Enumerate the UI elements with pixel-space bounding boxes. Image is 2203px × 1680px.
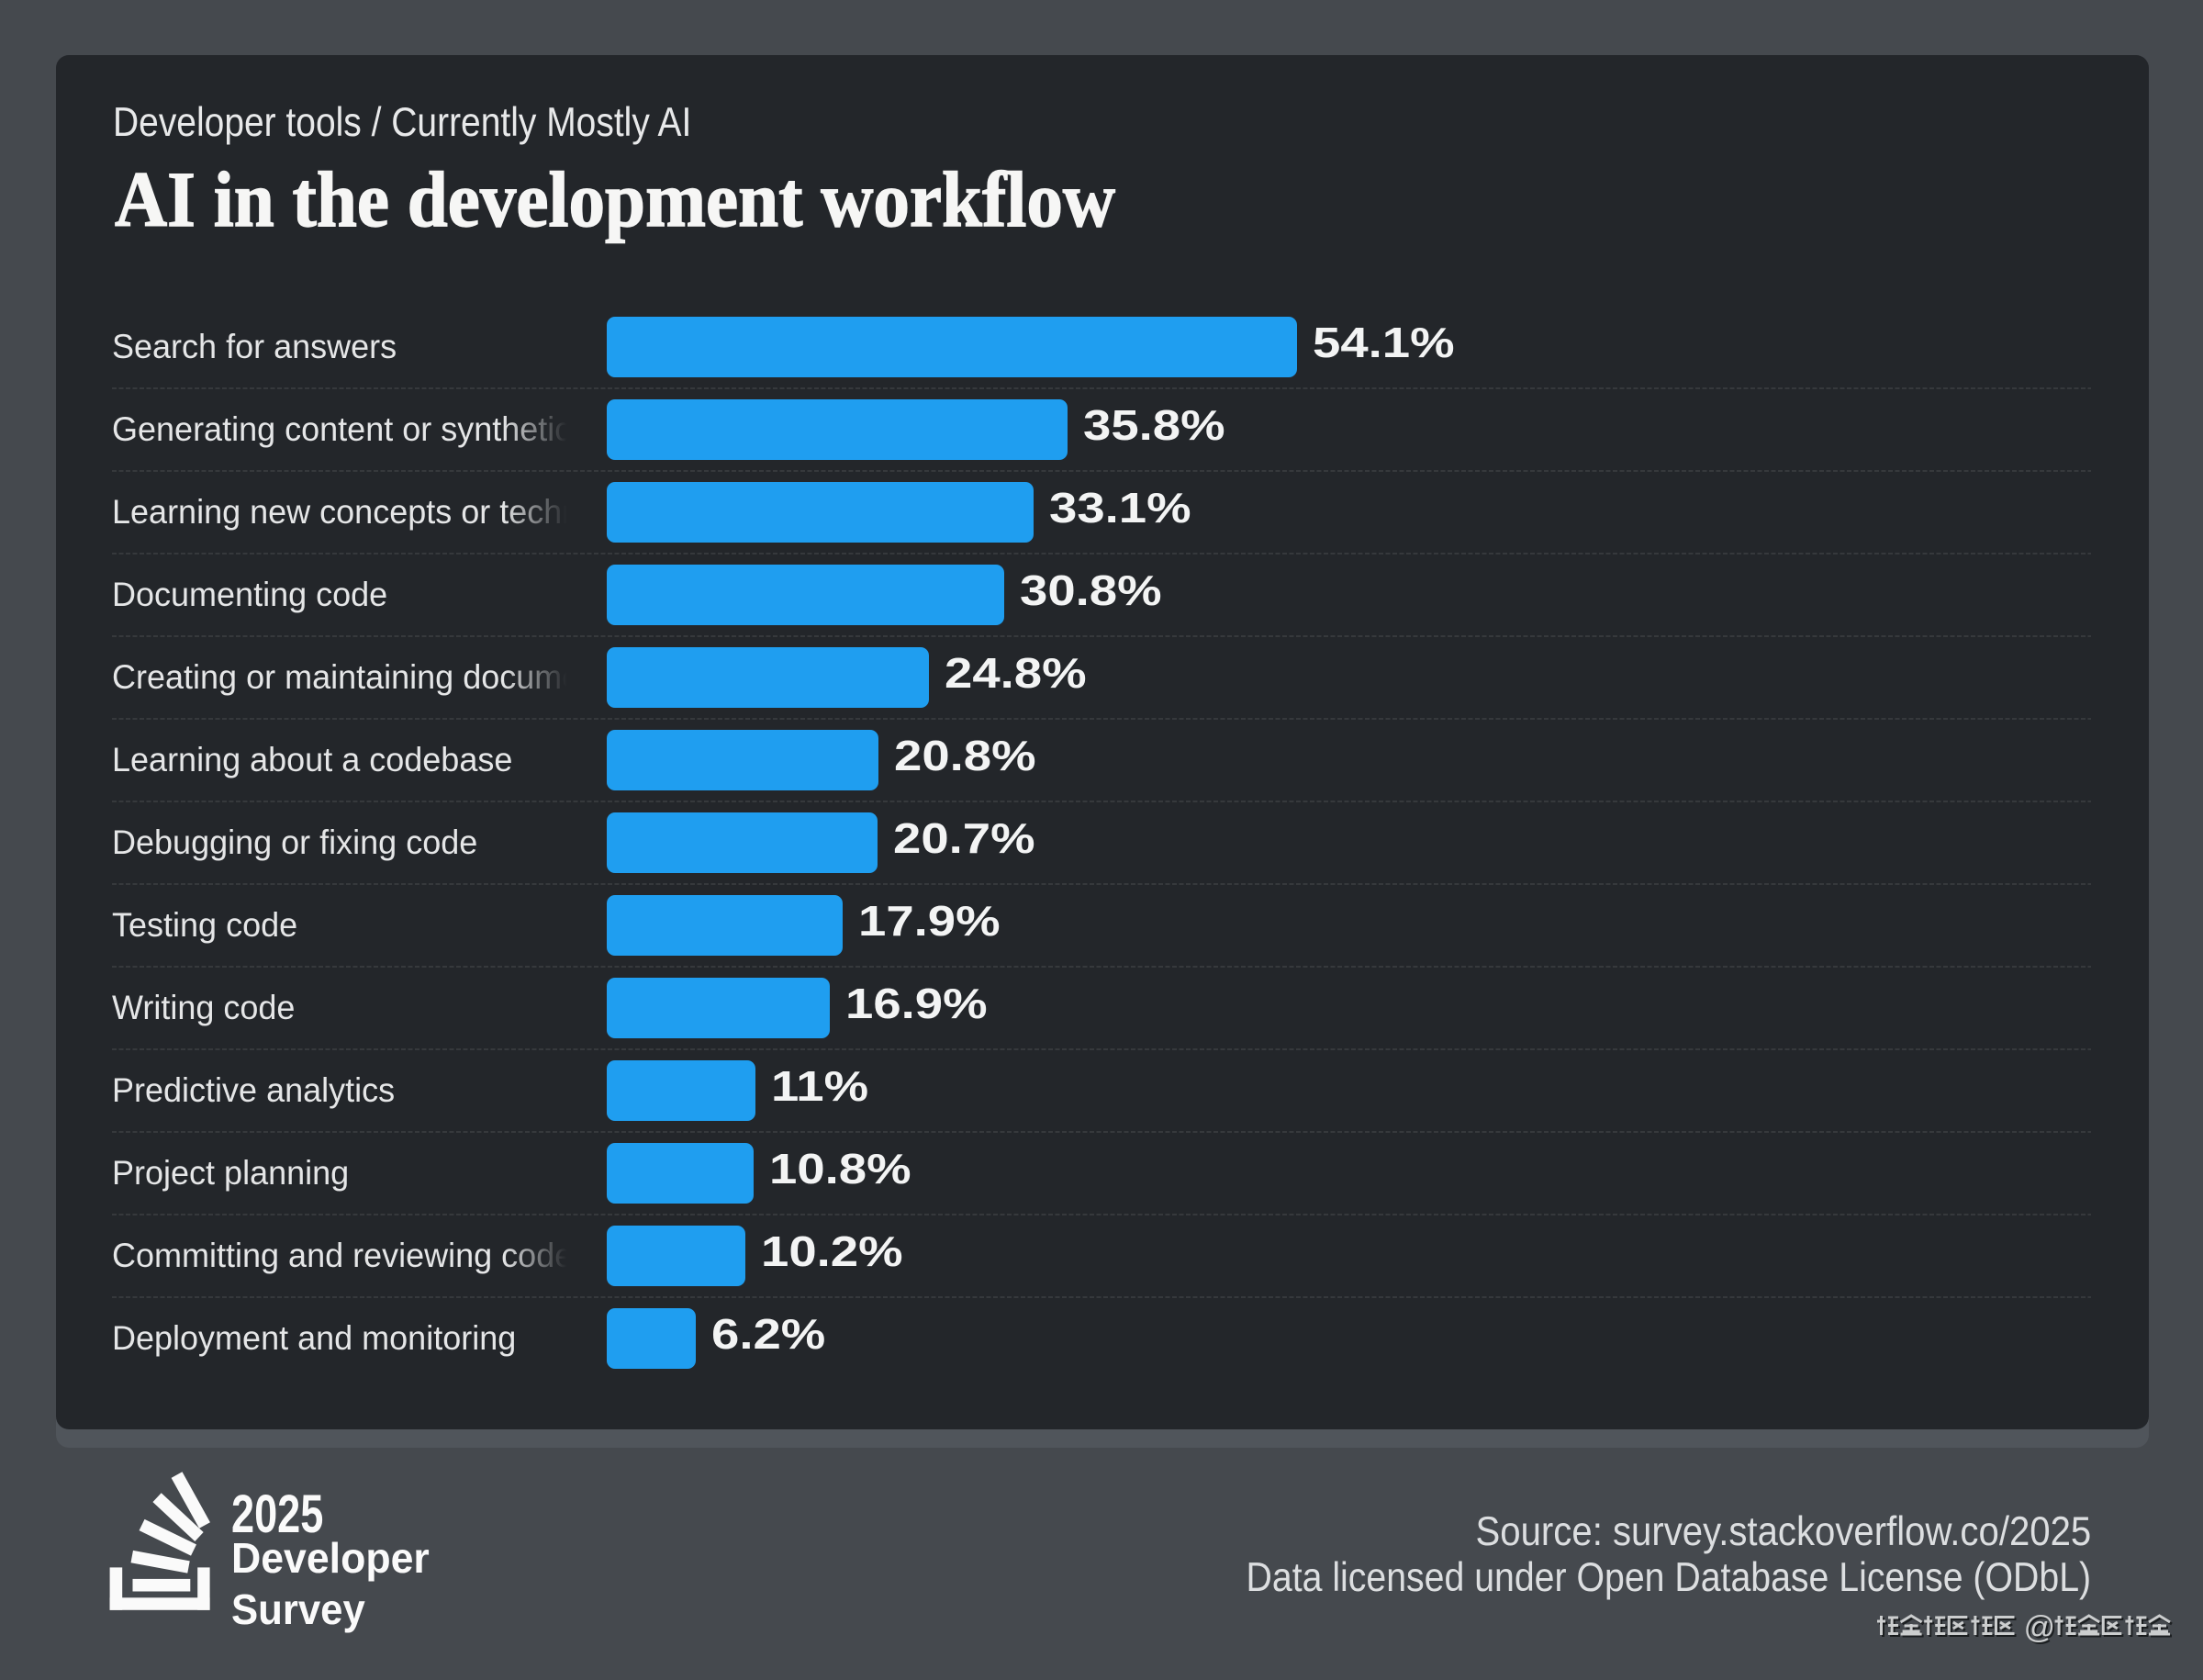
svg-text:@: @ bbox=[2024, 1610, 2056, 1645]
svg-text:@: @ bbox=[2026, 1612, 2058, 1647]
